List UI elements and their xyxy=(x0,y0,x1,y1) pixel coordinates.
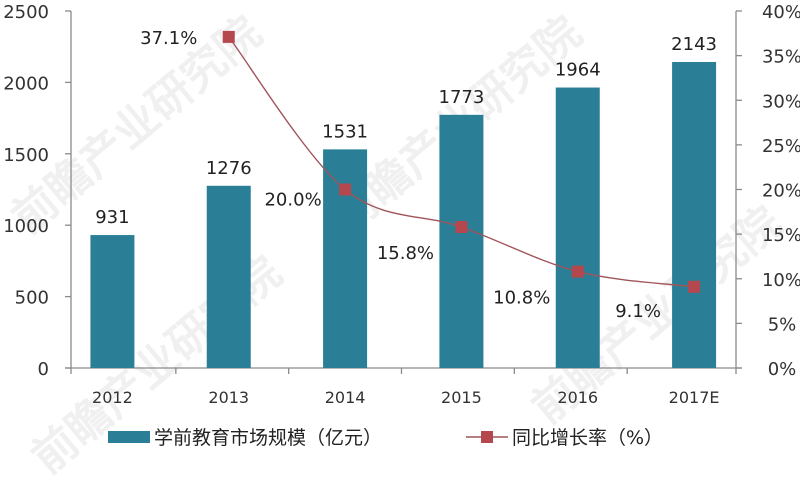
line-marker xyxy=(571,265,584,278)
bar-value-label: 1964 xyxy=(555,60,601,81)
line-series: 37.1% 20.0% 15.8% 10.8% 9.1% xyxy=(140,28,701,322)
legend-bar-label: 学前教育市场规模（亿元） xyxy=(154,427,382,449)
bar xyxy=(90,235,135,368)
axes: 0 500 1000 1500 2000 2500 0% 5% 10% 15% 20% 25% 30% 3… xyxy=(3,2,800,407)
legend: 学前教育市场规模（亿元） 同比增长率（%） xyxy=(108,427,663,449)
right-tick-label: 10% xyxy=(762,270,800,291)
bar-value-label: 1531 xyxy=(322,121,368,142)
left-tick-label: 1000 xyxy=(3,216,49,237)
x-tick-label: 2016 xyxy=(557,388,598,407)
bar-value-label: 2143 xyxy=(671,34,717,55)
right-tick-label: 5% xyxy=(768,314,797,335)
x-tick-label: 2017E xyxy=(669,388,720,407)
line-marker xyxy=(339,183,352,196)
bar-value-label: 1276 xyxy=(206,158,252,179)
bar xyxy=(206,185,251,368)
bar xyxy=(439,114,484,368)
bar-value-label: 1773 xyxy=(439,87,485,108)
line-value-label: 20.0% xyxy=(264,190,321,211)
left-tick-label: 500 xyxy=(15,288,49,309)
legend-bar-swatch xyxy=(108,431,150,443)
line-value-label: 37.1% xyxy=(140,28,197,49)
combo-chart: 0 500 1000 1500 2000 2500 0% 5% 10% 15% 20% 25% 30% 3… xyxy=(3,2,800,449)
line-value-label: 9.1% xyxy=(615,301,661,322)
x-tick-label: 2014 xyxy=(325,388,366,407)
bar xyxy=(672,61,717,368)
left-tick-label: 2500 xyxy=(3,2,49,23)
x-tick-label: 2012 xyxy=(92,388,133,407)
line-marker xyxy=(688,280,701,293)
line-marker xyxy=(222,30,235,43)
bar xyxy=(555,87,600,368)
legend-marker-icon xyxy=(481,431,493,443)
right-tick-label: 20% xyxy=(762,181,800,202)
bar-value-label: 931 xyxy=(95,207,129,228)
line-value-label: 15.8% xyxy=(377,243,434,264)
left-tick-label: 0 xyxy=(38,359,49,380)
legend-line-label: 同比增长率（%） xyxy=(512,427,663,449)
right-tick-label: 35% xyxy=(762,47,800,68)
right-tick-label: 25% xyxy=(762,136,800,157)
right-tick-label: 15% xyxy=(762,225,800,246)
left-tick-label: 2000 xyxy=(3,73,49,94)
bar-series: 931 1276 1531 1773 1964 2143 xyxy=(90,34,717,368)
bar xyxy=(323,149,368,368)
line-marker xyxy=(455,220,468,233)
right-tick-label: 40% xyxy=(762,2,800,23)
left-tick-label: 1500 xyxy=(3,145,49,166)
line-value-label: 10.8% xyxy=(493,288,550,309)
right-tick-label: 0% xyxy=(768,359,797,380)
x-tick-label: 2015 xyxy=(441,388,482,407)
x-tick-label: 2013 xyxy=(208,388,249,407)
right-tick-label: 30% xyxy=(762,91,800,112)
